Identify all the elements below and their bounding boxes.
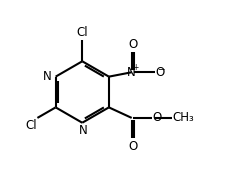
- Text: +: +: [132, 63, 138, 72]
- Text: N: N: [127, 66, 135, 79]
- Text: Cl: Cl: [76, 26, 88, 39]
- Text: N: N: [79, 124, 87, 137]
- Text: CH₃: CH₃: [172, 111, 194, 124]
- Text: −: −: [156, 64, 163, 73]
- Text: O: O: [128, 38, 137, 51]
- Text: N: N: [42, 70, 51, 83]
- Text: O: O: [155, 66, 164, 79]
- Text: O: O: [152, 111, 161, 124]
- Text: Cl: Cl: [25, 119, 36, 132]
- Text: O: O: [128, 139, 137, 153]
